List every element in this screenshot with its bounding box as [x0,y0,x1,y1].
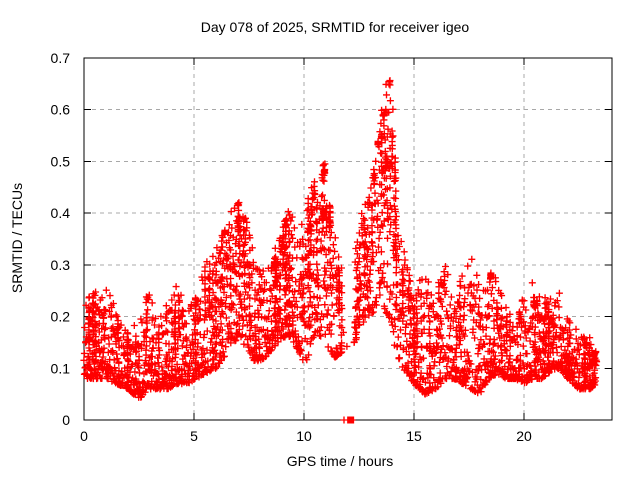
scatter-points [80,77,601,401]
zero-blob-marker [347,416,355,424]
x-tick-label: 10 [296,428,312,444]
y-tick-label: 0.7 [51,50,71,66]
chart-title: Day 078 of 2025, SRMTID for receiver ige… [201,19,470,35]
y-tick-label: 0.5 [51,153,71,169]
y-tick-label: 0 [62,412,70,428]
x-axis-label: GPS time / hours [287,453,394,469]
y-tick-label: 0.3 [51,257,71,273]
x-tick-label: 5 [190,428,198,444]
x-tick-label: 0 [80,428,88,444]
y-axis-label: SRMTID / TECUs [9,183,25,293]
x-tick-label: 20 [516,428,532,444]
y-tick-label: 0.6 [51,102,71,118]
y-tick-label: 0.1 [51,360,71,376]
axis-ticks [83,57,612,421]
y-tick-label: 0.2 [51,309,71,325]
y-tick-label: 0.4 [51,205,71,221]
zero-value-markers [340,416,356,424]
x-tick-label: 15 [406,428,422,444]
tick-labels: 0 0.1 0.2 0.3 0.4 0.5 0.6 0.7 0 5 10 15 20 [51,50,532,444]
